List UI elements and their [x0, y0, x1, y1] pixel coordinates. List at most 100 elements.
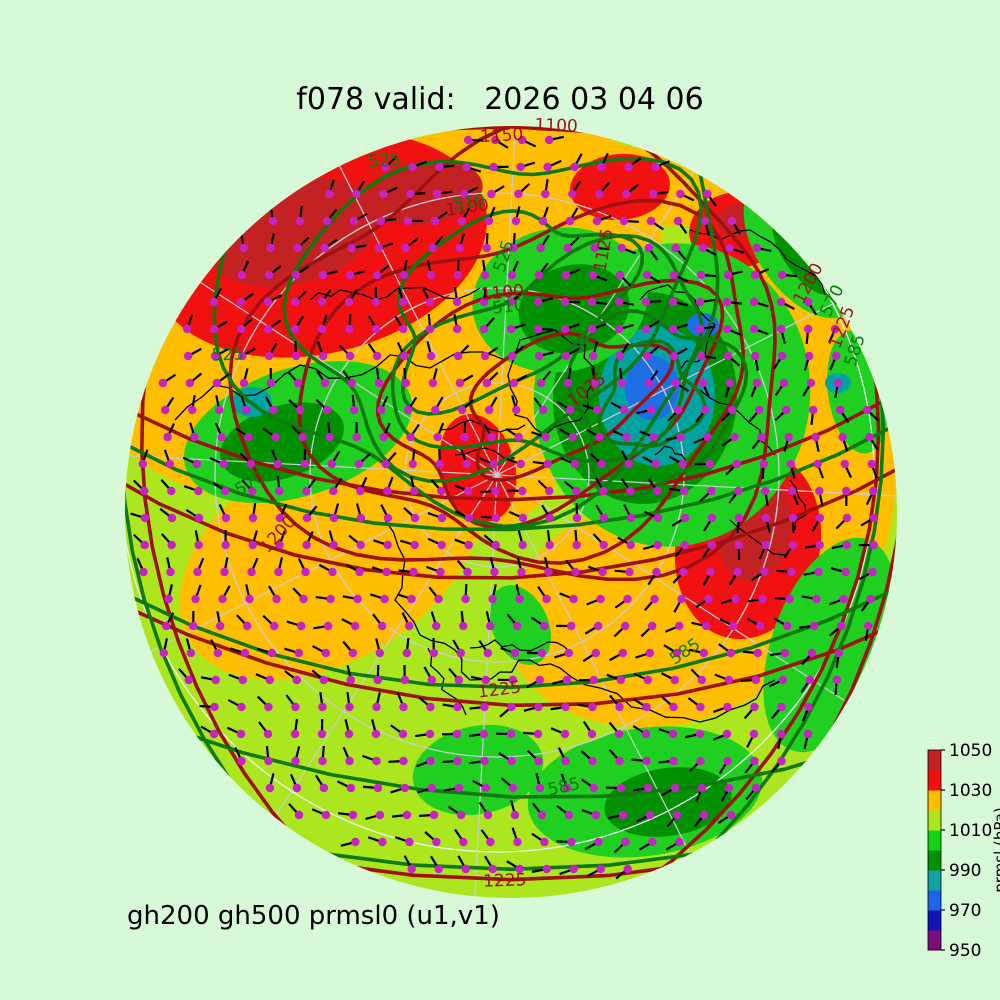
wind-dot — [641, 324, 651, 334]
wind-dot — [533, 324, 543, 334]
wind-dot — [352, 432, 361, 442]
wind-dot — [668, 729, 678, 739]
wind-dot — [167, 540, 176, 550]
wind-dot — [212, 378, 222, 388]
wind-dot — [480, 756, 489, 766]
wind-dot — [490, 567, 499, 577]
wind-dot — [599, 513, 609, 523]
wind-dot — [649, 189, 658, 199]
wind-dot — [406, 432, 415, 442]
wind-dot — [539, 405, 548, 415]
wind-dot — [650, 594, 659, 604]
wind-dot — [210, 702, 219, 712]
wind-dot — [456, 810, 466, 820]
wind-dot — [264, 756, 273, 766]
contour-label-gh200: 1225 — [483, 870, 527, 891]
colorbar-tick-label: 1010 — [949, 821, 992, 841]
wind-dot — [864, 621, 873, 631]
wind-dot — [626, 540, 635, 550]
wind-dot — [696, 756, 705, 766]
wind-dot — [776, 729, 786, 739]
figure-title: f078 valid: 2026 03 04 06 — [296, 82, 704, 117]
wind-dot — [723, 351, 733, 361]
wind-dot — [572, 486, 581, 496]
wind-dot — [703, 189, 712, 199]
wind-dot — [615, 702, 624, 712]
wind-dot — [700, 216, 710, 226]
wind-dot — [455, 378, 465, 388]
wind-dot — [248, 513, 258, 523]
wind-dot — [371, 297, 381, 307]
wind-dot — [562, 675, 572, 685]
wind-dot — [678, 459, 687, 469]
wind-dot — [595, 189, 604, 199]
wind-dot — [427, 675, 437, 685]
wind-dot — [322, 216, 332, 226]
wind-dot — [344, 729, 354, 739]
wind-dot — [293, 378, 303, 388]
wind-dot — [618, 648, 628, 658]
wind-dot — [354, 459, 363, 469]
wind-dot — [410, 540, 419, 550]
graticule-meridian — [125, 427, 498, 476]
wind-dot — [425, 324, 435, 334]
wind-dot — [318, 270, 328, 280]
wind-dot — [707, 513, 717, 523]
wind-dot — [750, 270, 760, 280]
wind-dot — [704, 594, 713, 604]
wind-dot — [832, 675, 842, 685]
wind-dot — [437, 540, 446, 550]
wind-dot — [695, 324, 705, 334]
wind-dot — [437, 513, 447, 523]
wind-dot — [593, 405, 602, 415]
colorbar-tick-label: 1030 — [949, 781, 992, 801]
colorbar-tick-label: 970 — [949, 901, 981, 921]
wind-dot — [761, 540, 770, 550]
wind-dot — [192, 459, 201, 469]
wind-dot — [379, 432, 388, 442]
contour-label-gh200: 1150 — [480, 125, 524, 147]
wind-dot — [515, 594, 524, 604]
wind-dot — [461, 864, 470, 874]
wind-dot — [184, 675, 194, 685]
wind-dot — [543, 459, 552, 469]
graticule-meridian — [496, 126, 545, 476]
wind-dot — [841, 567, 850, 577]
wind-dot — [436, 567, 445, 577]
wind-dot — [345, 270, 355, 280]
wind-dot — [194, 513, 204, 523]
wind-dot — [378, 621, 387, 631]
wind-dot — [560, 729, 570, 739]
wind-dot — [185, 378, 195, 388]
coastline-path — [384, 519, 776, 723]
wind-dot — [159, 648, 169, 658]
wind-dot — [730, 432, 739, 442]
wind-dot — [457, 216, 467, 226]
wind-vector-layer — [130, 135, 879, 880]
wind-dot — [564, 810, 574, 820]
wind-dot — [652, 567, 661, 577]
wind-dot — [383, 486, 392, 496]
contour-label-gh200: 1100 — [480, 281, 525, 305]
wind-dot — [183, 351, 193, 361]
wind-dot — [239, 378, 249, 388]
wind-dot — [671, 243, 680, 253]
coastline-path — [689, 229, 826, 296]
wind-dot — [571, 567, 580, 577]
wind-dot — [401, 378, 411, 388]
wind-dot — [615, 270, 625, 280]
wind-dot — [535, 783, 545, 793]
wind-dot — [140, 540, 149, 550]
colorbar-segment — [928, 770, 941, 791]
wind-dot — [594, 837, 603, 847]
wind-dot — [644, 378, 654, 388]
wind-dot — [272, 594, 281, 604]
wind-dot — [703, 432, 712, 442]
wind-dot — [434, 594, 443, 604]
wind-dot — [588, 351, 598, 361]
wind-dot — [481, 675, 491, 685]
wind-dot — [814, 567, 823, 577]
wind-dot — [352, 189, 361, 199]
wind-dot — [437, 486, 446, 496]
